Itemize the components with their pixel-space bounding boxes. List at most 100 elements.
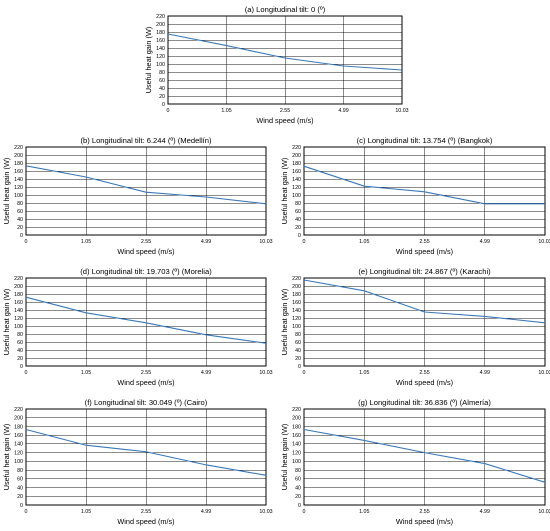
y-tick-label: 60 <box>17 477 23 483</box>
y-tick-label: 160 <box>14 433 23 439</box>
x-axis-label: Wind speed (m/s) <box>117 247 174 256</box>
y-tick-label: 0 <box>298 233 301 239</box>
series-line <box>25 296 267 344</box>
x-tick-label: 2.55 <box>419 370 429 376</box>
x-tick-label: 10.03 <box>538 370 550 376</box>
y-tick-label: 120 <box>292 450 301 456</box>
y-tick-label: 60 <box>17 340 23 346</box>
x-tick-label: 4.99 <box>480 509 490 515</box>
y-tick-label: 100 <box>292 324 301 330</box>
x-axis-label: Wind speed (m/s) <box>256 116 313 125</box>
y-tick-label: 100 <box>14 193 23 199</box>
y-tick-label: 20 <box>159 94 165 100</box>
x-tick-label: 4.99 <box>201 239 211 245</box>
y-tick-label: 60 <box>295 209 301 215</box>
chart-svg-2: (c) Longitudinal tilt: 13.754 (º) (Bangk… <box>280 136 550 256</box>
x-tick-label: 0 <box>25 509 28 515</box>
y-tick-label: 80 <box>295 201 301 207</box>
y-tick-label: 0 <box>20 364 23 370</box>
x-tick-label: 2.55 <box>419 239 429 245</box>
x-tick-label: 10.03 <box>259 509 272 515</box>
y-tick-label: 140 <box>14 442 23 448</box>
plot-area-frame <box>25 146 267 236</box>
y-tick-label: 0 <box>298 503 301 509</box>
chart-svg-0: (a) Longitudinal tilt: 0 (º) 0 20 40 60 80 100… <box>144 5 409 125</box>
y-tick-label: 220 <box>14 407 23 413</box>
x-axis-label: Wind speed (m/s) <box>396 247 453 256</box>
y-tick-label: 0 <box>20 503 23 509</box>
y-tick-label: 200 <box>292 416 301 422</box>
y-tick-label: 220 <box>292 145 301 151</box>
chart-svg-1: (b) Longitudinal tilt: 6.244 (º) (Medell… <box>2 136 273 256</box>
x-tick-label: 1.05 <box>81 509 91 515</box>
x-tick-label: 10.03 <box>538 509 550 515</box>
x-axis-label: Wind speed (m/s) <box>396 517 453 526</box>
x-tick-label: 4.99 <box>480 239 490 245</box>
y-tick-label: 160 <box>14 169 23 175</box>
chart-panel-4: (e) Longitudinal tilt: 24.867 (º) (Karac… <box>278 264 550 390</box>
y-tick-label: 120 <box>156 54 165 60</box>
y-tick-label: 80 <box>17 468 23 474</box>
y-tick-label: 60 <box>159 78 165 84</box>
y-tick-label: 180 <box>292 424 301 430</box>
chart-svg-4: (e) Longitudinal tilt: 24.867 (º) (Karac… <box>280 267 550 387</box>
y-tick-label: 40 <box>295 348 301 354</box>
y-tick-label: 100 <box>14 324 23 330</box>
y-tick-label: 80 <box>159 70 165 76</box>
y-tick-label: 60 <box>17 209 23 215</box>
y-tick-label: 220 <box>14 145 23 151</box>
y-tick-label: 200 <box>14 284 23 290</box>
chart-panel-1: (b) Longitudinal tilt: 6.244 (º) (Medell… <box>0 133 273 259</box>
x-tick-label: 1.05 <box>81 239 91 245</box>
chart-svg-3: (d) Longitudinal tilt: 19.703 (º) (Morel… <box>2 267 273 387</box>
x-tick-label: 1.05 <box>359 509 369 515</box>
x-tick-label: 4.99 <box>201 509 211 515</box>
y-tick-label: 200 <box>292 284 301 290</box>
chart-title: (e) Longitudinal tilt: 24.867 (º) (Karac… <box>358 267 491 276</box>
y-axis-label: Useful heat gain (W) <box>144 27 153 94</box>
y-tick-label: 200 <box>14 153 23 159</box>
chart-svg-5: (f) Longitudinal tilt: 30.049 (º) (Cairo… <box>2 398 273 526</box>
x-tick-label: 1.05 <box>359 370 369 376</box>
y-tick-label: 20 <box>295 225 301 231</box>
y-tick-label: 140 <box>14 308 23 314</box>
y-tick-label: 40 <box>17 217 23 223</box>
y-tick-label: 200 <box>14 416 23 422</box>
y-tick-label: 180 <box>14 161 23 167</box>
y-tick-label: 0 <box>162 102 165 108</box>
plot-area-frame <box>25 277 267 367</box>
y-tick-label: 140 <box>156 46 165 52</box>
y-tick-label: 200 <box>292 153 301 159</box>
chart-panel-2: (c) Longitudinal tilt: 13.754 (º) (Bangk… <box>278 133 550 259</box>
chart-panel-6: (g) Longitudinal tilt: 36.836 (º) (Almer… <box>278 395 550 529</box>
x-tick-label: 10.03 <box>538 239 550 245</box>
y-tick-label: 140 <box>292 308 301 314</box>
y-tick-label: 160 <box>292 300 301 306</box>
y-tick-label: 220 <box>156 14 165 20</box>
y-tick-label: 180 <box>292 161 301 167</box>
y-tick-label: 200 <box>156 22 165 28</box>
x-tick-label: 1.05 <box>221 108 231 114</box>
x-tick-label: 10.03 <box>259 370 272 376</box>
chart-panel-0: (a) Longitudinal tilt: 0 (º) 0 20 40 60 80 100… <box>120 2 410 128</box>
chart-title: (f) Longitudinal tilt: 30.049 (º) (Cairo… <box>85 398 208 407</box>
chart-svg-6: (g) Longitudinal tilt: 36.836 (º) (Almer… <box>280 398 550 526</box>
y-tick-label: 80 <box>295 332 301 338</box>
x-tick-label: 2.55 <box>141 239 151 245</box>
y-tick-label: 20 <box>295 494 301 500</box>
series-line <box>303 428 546 483</box>
series-line <box>303 165 545 205</box>
y-tick-label: 180 <box>292 292 301 298</box>
y-tick-label: 160 <box>292 433 301 439</box>
y-tick-label: 40 <box>17 485 23 491</box>
chart-title: (a) Longitudinal tilt: 0 (º) <box>245 5 326 14</box>
y-axis-label: Useful heat gain (W) <box>2 289 11 356</box>
y-tick-label: 100 <box>156 62 165 68</box>
y-tick-label: 180 <box>156 30 165 36</box>
y-tick-label: 60 <box>295 477 301 483</box>
y-tick-label: 180 <box>14 292 23 298</box>
y-tick-label: 140 <box>14 177 23 183</box>
y-tick-label: 120 <box>292 185 301 191</box>
y-tick-label: 160 <box>156 38 165 44</box>
y-axis-label: Useful heat gain (W) <box>280 289 289 356</box>
